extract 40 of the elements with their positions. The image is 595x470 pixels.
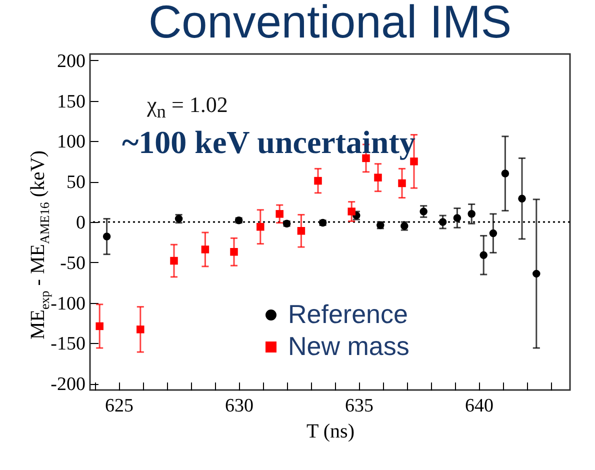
point	[276, 210, 284, 218]
point	[96, 322, 104, 330]
legend-label: New mass	[288, 331, 410, 361]
point	[170, 256, 178, 265]
point	[501, 170, 510, 178]
annotation: χ$_{n}$ = 1.02	[147, 92, 228, 122]
x-tick-label: 640	[465, 396, 494, 416]
point	[453, 214, 462, 222]
point	[420, 208, 428, 216]
point	[532, 270, 540, 278]
point	[468, 210, 476, 218]
point	[256, 222, 264, 231]
point	[489, 229, 498, 238]
y-tick-label: 100	[57, 132, 86, 153]
y-tick-label: 200	[57, 50, 86, 72]
x-tick-label: 625	[105, 396, 134, 416]
y-tick-label: -50	[60, 252, 86, 274]
point	[438, 218, 447, 226]
point	[136, 326, 144, 334]
point	[480, 251, 488, 259]
x-axis-title: T (ns)	[306, 420, 354, 442]
legend-label: Reference	[288, 299, 408, 329]
point	[230, 248, 238, 256]
point	[201, 246, 210, 254]
x-tick-label: 630	[225, 396, 254, 416]
point	[297, 227, 306, 235]
y-tick-label: -200	[50, 374, 86, 396]
y-tick-label: 150	[57, 91, 86, 112]
point	[374, 174, 382, 182]
point	[314, 176, 322, 185]
y-tick-label: 50	[66, 172, 86, 194]
point	[348, 208, 356, 216]
y-tick-label: 0	[76, 212, 86, 234]
chart-title: Conventional IMS	[148, 0, 512, 48]
x-tick-label: 635	[345, 396, 374, 416]
point	[398, 179, 406, 188]
point	[518, 194, 526, 202]
point	[102, 232, 111, 240]
y-tick-label: -150	[50, 334, 86, 355]
y-tick-label: -100	[50, 293, 86, 314]
